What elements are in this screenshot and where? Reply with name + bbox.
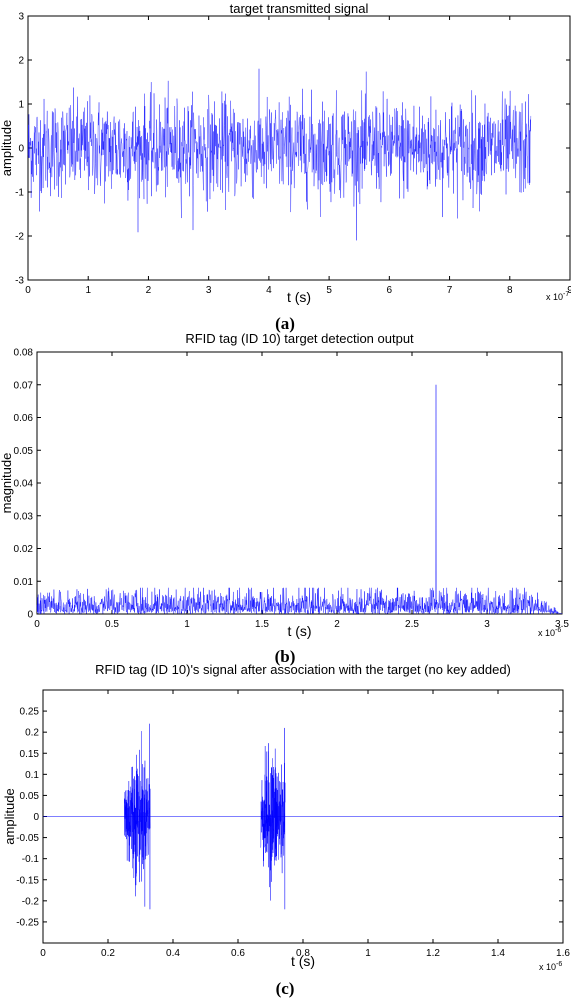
x-tick-label: 1.4 — [491, 948, 505, 959]
x-tick-label: 2.5 — [405, 619, 419, 630]
burst-1 — [124, 723, 151, 910]
plot-frame — [36, 351, 563, 615]
caption-b: (b) — [275, 647, 296, 666]
x-tick-label: 6 — [387, 285, 393, 296]
y-axis-label: magnitude — [0, 453, 14, 514]
x-tick-label: 1 — [85, 285, 91, 296]
y-tick-label: 0.05 — [20, 791, 40, 802]
y-tick-label: 0.02 — [14, 544, 34, 555]
series-line — [27, 68, 532, 241]
y-tick-label: 0.03 — [14, 511, 34, 522]
x-tick-label: 1 — [365, 948, 371, 959]
x-tick-label: 0.4 — [166, 948, 180, 959]
y-tick-label: 3 — [18, 12, 24, 23]
y-axis-label: amplitude — [0, 120, 14, 176]
x-tick-label: 7 — [447, 285, 453, 296]
caption-c: (c) — [276, 979, 295, 998]
caption-a: (a) — [275, 314, 295, 333]
chart-title: RFID tag (ID 10) target detection output — [185, 331, 414, 346]
chart-panel-c: RFID tag (ID 10)'s signal after associat… — [2, 662, 570, 972]
y-tick-label: 0.2 — [25, 728, 39, 739]
y-tick-label: -0.2 — [22, 896, 40, 907]
x-tick-label: 3 — [484, 619, 490, 630]
y-tick-label: -0.15 — [16, 875, 39, 886]
chart-title: target transmitted signal — [230, 1, 369, 16]
y-tick-label: 0.07 — [14, 380, 34, 391]
x-tick-label: 0 — [40, 948, 46, 959]
y-tick-label: -2 — [15, 232, 24, 243]
y-axis-label: amplitude — [2, 788, 17, 844]
y-tick-label: 0.15 — [20, 749, 40, 760]
y-tick-label: -0.25 — [16, 917, 39, 928]
x-axis-multiplier: x 10-7 — [546, 291, 569, 302]
x-axis-multiplier: x 10-6 — [539, 961, 562, 972]
burst-2 — [260, 727, 286, 910]
x-tick-label: 1.5 — [255, 619, 269, 630]
x-tick-label: 1 — [184, 619, 190, 630]
x-axis-multiplier-exponent: -6 — [556, 961, 562, 968]
y-tick-label: -0.05 — [16, 833, 39, 844]
x-tick-label: 0 — [25, 285, 31, 296]
x-tick-label: 5 — [326, 285, 332, 296]
x-tick-label: 4 — [266, 285, 272, 296]
x-axis-label: t (s) — [291, 953, 315, 969]
y-tick-label: 1 — [18, 100, 24, 111]
chart-panel-b: RFID tag (ID 10) target detection output… — [0, 331, 569, 639]
y-tick-label: -3 — [15, 276, 24, 287]
y-tick-label: 2 — [18, 56, 24, 67]
x-tick-label: 0.8 — [296, 948, 310, 959]
x-axis-multiplier-base: x 10 — [546, 292, 563, 302]
y-tick-label: 0 — [18, 144, 24, 155]
x-tick-label: 9 — [567, 285, 571, 296]
series-line — [36, 384, 563, 615]
y-tick-label: 0.01 — [14, 577, 34, 588]
x-axis-multiplier: x 10-6 — [538, 627, 561, 638]
x-tick-label: 1.6 — [556, 948, 570, 959]
x-tick-label: 0 — [34, 619, 40, 630]
x-tick-label: 0.5 — [105, 619, 119, 630]
x-tick-label: 3.5 — [555, 619, 569, 630]
y-tick-label: -1 — [15, 188, 24, 199]
y-tick-label: 0.06 — [14, 413, 34, 424]
chart-panel-a: target transmitted signal 0 1 2 3 4 5 6 7 8 9 -3 -2 -… — [0, 1, 571, 305]
x-axis-multiplier-base: x 10 — [538, 628, 555, 638]
x-axis-label: t (s) — [287, 623, 311, 639]
x-axis-multiplier-base: x 10 — [539, 962, 556, 972]
x-tick-label: 2 — [334, 619, 340, 630]
x-tick-label: 0.2 — [101, 948, 115, 959]
y-tick-label: 0.08 — [14, 348, 34, 359]
x-tick-label: 3 — [206, 285, 212, 296]
x-axis-label: t (s) — [287, 289, 311, 305]
x-tick-label: 2 — [146, 285, 152, 296]
y-tick-label: 0 — [33, 812, 39, 823]
x-tick-label: 8 — [507, 285, 513, 296]
chart-title: RFID tag (ID 10)'s signal after associat… — [95, 662, 511, 677]
y-tick-label: -0.1 — [22, 854, 40, 865]
y-tick-label: 0.04 — [14, 479, 34, 490]
y-tick-label: 0.1 — [25, 770, 39, 781]
y-tick-label: 0 — [27, 610, 33, 621]
y-tick-label: 0.05 — [14, 446, 34, 457]
x-axis-multiplier-exponent: -7 — [563, 291, 569, 298]
x-tick-label: 0.6 — [231, 948, 245, 959]
x-tick-label: 1.2 — [426, 948, 440, 959]
y-tick-label: 0.25 — [20, 707, 40, 718]
x-axis-multiplier-exponent: -6 — [555, 627, 561, 634]
